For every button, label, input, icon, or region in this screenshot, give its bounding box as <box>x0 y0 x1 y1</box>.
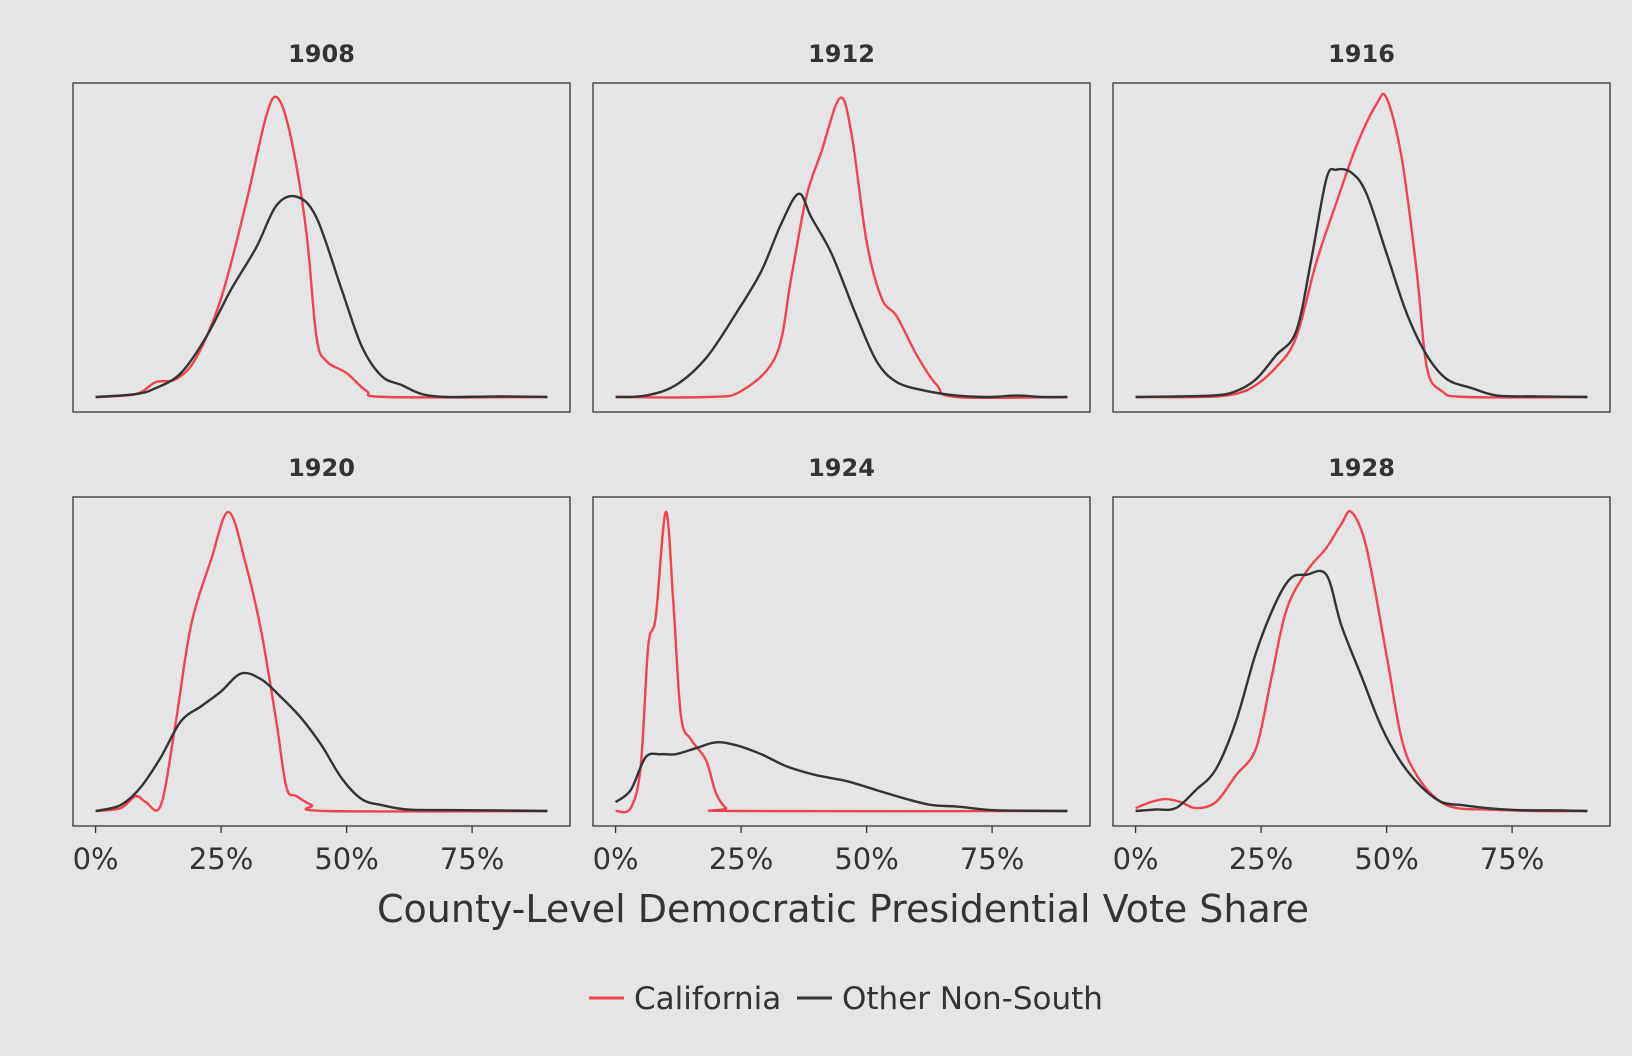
panel-1928: 1928 0% 25% 50% 75% <box>1112 454 1611 876</box>
x-tick-label-1928-75: 75% <box>1480 842 1544 876</box>
x-axis-title: County-Level Democratic Presidential Vot… <box>377 887 1309 931</box>
x-tick-label-1924-25: 25% <box>709 842 773 876</box>
density-line-california-1916 <box>1135 92 1588 399</box>
panel-frame-1908 <box>72 82 571 413</box>
panel-1920: 1920 0% 25% 50% 75% <box>72 454 571 876</box>
panel-title-1924: 1924 <box>808 454 875 482</box>
density-line-california-1912 <box>615 96 1068 400</box>
panel-frame-1924 <box>592 496 1091 827</box>
legend-label-other-non-south: Other Non-South <box>842 981 1103 1017</box>
x-tick-label-1924-50: 50% <box>834 842 898 876</box>
density-line-other-non-south-1916 <box>1135 167 1588 399</box>
panel-title-1908: 1908 <box>288 40 355 68</box>
panel-frame-1912 <box>592 82 1091 413</box>
density-line-other-non-south-1920 <box>95 671 548 813</box>
legend-label-california: California <box>634 981 781 1017</box>
x-tick-label-1920-75: 75% <box>440 842 504 876</box>
panel-1912: 1912 <box>592 40 1091 413</box>
facet-panels: 1908 1912 1916 1920 0% 25% 50% 75% 1924 0% 25% 50% 7… <box>72 40 1611 876</box>
x-tick-label-1928-0: 0% <box>1113 842 1159 876</box>
panel-frame-1920 <box>72 496 571 827</box>
density-line-california-1924 <box>615 510 1068 814</box>
panel-title-1928: 1928 <box>1328 454 1395 482</box>
x-tick-label-1924-0: 0% <box>593 842 639 876</box>
panel-1924: 1924 0% 25% 50% 75% <box>592 454 1091 876</box>
x-tick-label-1920-25: 25% <box>189 842 253 876</box>
legend: California Other Non-South <box>589 981 1103 1017</box>
panel-frame-1916 <box>1112 82 1611 413</box>
panel-title-1916: 1916 <box>1328 40 1395 68</box>
x-tick-label-1928-25: 25% <box>1229 842 1293 876</box>
panel-title-1912: 1912 <box>808 40 875 68</box>
density-line-other-non-south-1928 <box>1135 569 1588 813</box>
density-line-other-non-south-1924 <box>614 741 1068 813</box>
x-tick-label-1920-0: 0% <box>73 842 119 876</box>
panel-1916: 1916 <box>1112 40 1611 413</box>
panel-1908: 1908 <box>72 40 571 413</box>
panel-frame-1928 <box>1112 496 1611 827</box>
density-line-california-1920 <box>95 510 548 813</box>
density-line-other-non-south-1908 <box>95 194 548 399</box>
x-tick-label-1920-50: 50% <box>314 842 378 876</box>
x-tick-label-1928-50: 50% <box>1354 842 1418 876</box>
density-line-other-non-south-1912 <box>615 192 1068 399</box>
x-tick-label-1924-75: 75% <box>960 842 1024 876</box>
panel-title-1920: 1920 <box>288 454 355 482</box>
density-line-california-1908 <box>95 95 548 399</box>
